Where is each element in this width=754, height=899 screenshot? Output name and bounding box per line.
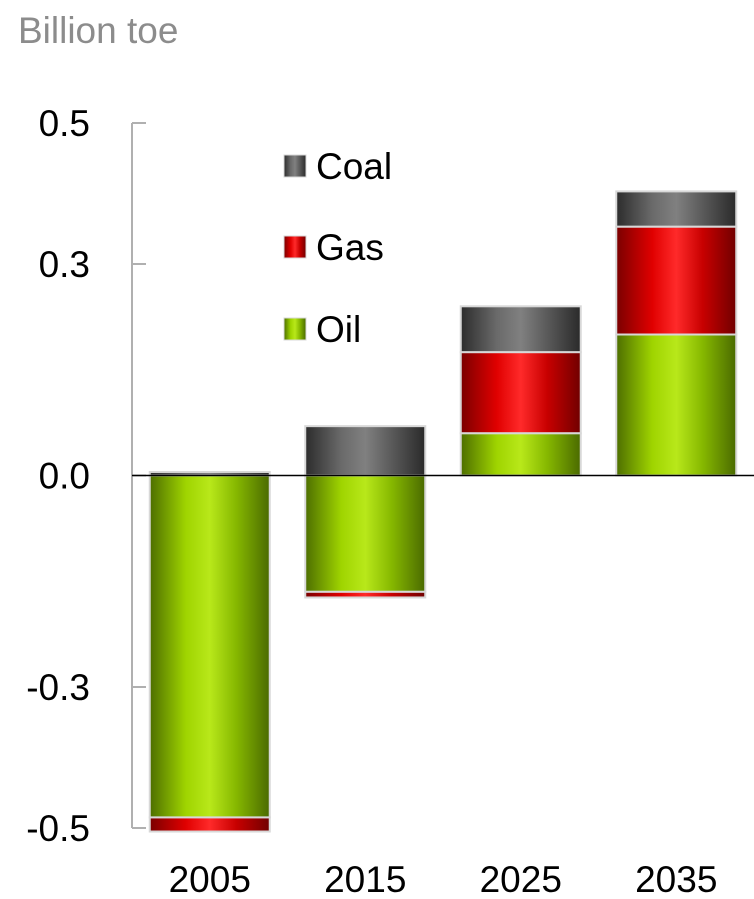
y-tick-label: 0.5 — [39, 103, 90, 144]
bar-segment-gas-2005 — [148, 816, 271, 833]
legend-label-oil: Oil — [316, 309, 361, 350]
x-tick-label: 2005 — [169, 859, 251, 899]
y-tick-label: -0.3 — [26, 667, 90, 708]
y-tick-label: -0.5 — [26, 808, 90, 849]
bar-segment-gas-2015 — [304, 590, 427, 599]
legend-swatch-coal — [283, 154, 307, 178]
y-axis-unit-label: Billion toe — [18, 10, 179, 51]
legend-label-coal: Coal — [316, 146, 392, 187]
bar-segment-oil-2015 — [304, 474, 427, 593]
bar-segment-oil-2005 — [148, 474, 271, 819]
bar-segment-oil-2035 — [615, 333, 738, 477]
y-tick-label: 0.3 — [39, 244, 90, 285]
legend-label-gas: Gas — [316, 227, 384, 268]
legend-swatch-gas — [283, 235, 307, 259]
x-tick-label: 2015 — [324, 859, 406, 899]
x-tick-label: 2025 — [480, 859, 562, 899]
bar-segment-coal-2035 — [615, 190, 738, 228]
y-tick-label: 0.0 — [39, 456, 90, 497]
bar-segment-coal-2025 — [459, 305, 582, 354]
bar-segment-coal-2015 — [304, 425, 427, 477]
bar-segment-gas-2025 — [459, 351, 582, 435]
legend-swatch-oil — [283, 317, 307, 341]
bar-segment-oil-2025 — [459, 432, 582, 477]
x-tick-label: 2035 — [635, 859, 717, 899]
bar-segment-gas-2035 — [615, 225, 738, 336]
